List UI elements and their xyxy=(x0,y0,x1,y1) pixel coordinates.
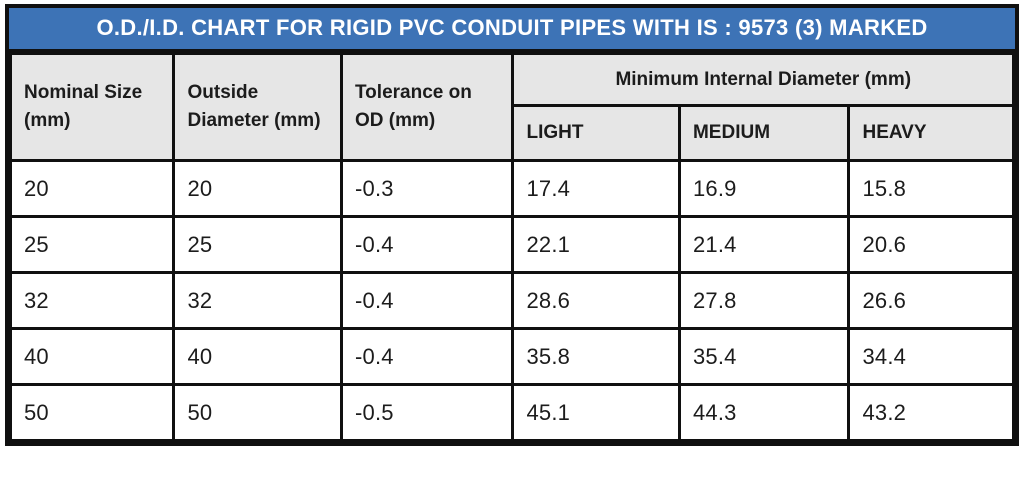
cell-light: 45.1 xyxy=(511,383,681,442)
cell-light: 22.1 xyxy=(511,215,681,274)
table-body: 20 20 -0.3 17.4 16.9 15.8 25 25 -0.4 22.… xyxy=(8,159,1015,442)
table-row: 40 40 -0.4 35.8 35.4 34.4 xyxy=(8,327,1015,386)
cell-nominal-size: 40 xyxy=(8,327,176,386)
od-id-chart-table: O.D./I.D. CHART FOR RIGID PVC CONDUIT PI… xyxy=(5,4,1019,446)
cell-tolerance: -0.4 xyxy=(339,271,515,330)
header-light: LIGHT xyxy=(511,104,681,162)
cell-nominal-size: 20 xyxy=(8,159,176,218)
cell-medium: 35.4 xyxy=(677,327,851,386)
cell-heavy: 15.8 xyxy=(847,159,1015,218)
cell-heavy: 20.6 xyxy=(847,215,1015,274)
cell-outside-diameter: 50 xyxy=(172,383,343,442)
cell-outside-diameter: 20 xyxy=(172,159,343,218)
cell-heavy: 26.6 xyxy=(847,271,1015,330)
header-outside-diameter: Outside Diameter (mm) xyxy=(172,52,343,162)
table-row: 25 25 -0.4 22.1 21.4 20.6 xyxy=(8,215,1015,274)
cell-medium: 21.4 xyxy=(677,215,851,274)
cell-tolerance: -0.3 xyxy=(339,159,515,218)
header-nominal-size: Nominal Size (mm) xyxy=(8,52,176,162)
cell-nominal-size: 25 xyxy=(8,215,176,274)
cell-heavy: 43.2 xyxy=(847,383,1015,442)
header-tolerance-od: Tolerance on OD (mm) xyxy=(339,52,515,162)
cell-outside-diameter: 40 xyxy=(172,327,343,386)
cell-heavy: 34.4 xyxy=(847,327,1015,386)
table-row: 50 50 -0.5 45.1 44.3 43.2 xyxy=(8,383,1015,442)
cell-tolerance: -0.4 xyxy=(339,327,515,386)
cell-light: 35.8 xyxy=(511,327,681,386)
table-title: O.D./I.D. CHART FOR RIGID PVC CONDUIT PI… xyxy=(9,8,1015,52)
cell-tolerance: -0.5 xyxy=(339,383,515,442)
header-medium: MEDIUM xyxy=(677,104,851,162)
conduit-pipe-table: Nominal Size (mm) Outside Diameter (mm) … xyxy=(8,52,1015,442)
cell-light: 28.6 xyxy=(511,271,681,330)
cell-light: 17.4 xyxy=(511,159,681,218)
header-min-internal-diameter-group: Minimum Internal Diameter (mm) xyxy=(511,52,1015,107)
table-row: 32 32 -0.4 28.6 27.8 26.6 xyxy=(8,271,1015,330)
cell-medium: 16.9 xyxy=(677,159,851,218)
header-heavy: HEAVY xyxy=(847,104,1015,162)
cell-nominal-size: 32 xyxy=(8,271,176,330)
table-header: Nominal Size (mm) Outside Diameter (mm) … xyxy=(8,52,1015,162)
cell-nominal-size: 50 xyxy=(8,383,176,442)
cell-medium: 44.3 xyxy=(677,383,851,442)
cell-tolerance: -0.4 xyxy=(339,215,515,274)
cell-outside-diameter: 32 xyxy=(172,271,343,330)
table-row: 20 20 -0.3 17.4 16.9 15.8 xyxy=(8,159,1015,218)
cell-outside-diameter: 25 xyxy=(172,215,343,274)
cell-medium: 27.8 xyxy=(677,271,851,330)
